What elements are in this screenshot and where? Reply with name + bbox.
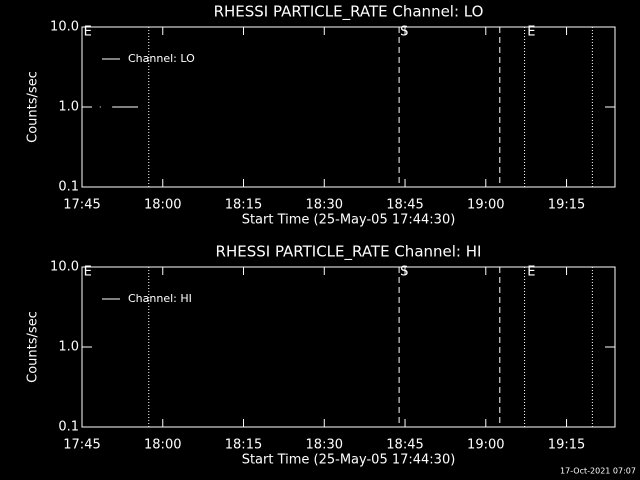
y-axis-label: Counts/sec [26, 71, 41, 143]
annotation: E [84, 25, 92, 40]
x-tick-label: 18:00 [144, 198, 181, 213]
x-tick-label: 18:15 [225, 438, 262, 453]
annotation: S [400, 265, 408, 280]
y-tick-label: 1.0 [58, 100, 79, 115]
x-tick-label: 18:30 [306, 198, 343, 213]
y-tick-label: 1.0 [58, 340, 79, 355]
x-tick-label: 18:15 [225, 198, 262, 213]
annotation: S [400, 25, 408, 40]
chart-title: RHESSI PARTICLE_RATE Channel: LO [214, 3, 484, 22]
x-tick-label: 18:45 [386, 438, 423, 453]
y-tick-label: 0.1 [58, 420, 79, 435]
x-axis-label: Start Time (25-May-05 17:44:30) [242, 453, 456, 468]
x-tick-label: 18:00 [144, 438, 181, 453]
x-tick-label: 18:30 [306, 438, 343, 453]
annotation: E [527, 265, 535, 280]
x-tick-label: 19:00 [467, 438, 504, 453]
y-tick-label: 10.0 [50, 20, 79, 35]
y-axis-label: Counts/sec [26, 311, 41, 383]
annotation: E [527, 25, 535, 40]
legend-label: Channel: LO [128, 52, 195, 65]
annotation: E [84, 265, 92, 280]
x-axis-label: Start Time (25-May-05 17:44:30) [242, 213, 456, 228]
x-tick-label: 18:45 [386, 198, 423, 213]
y-tick-label: 10.0 [50, 260, 79, 275]
footer: 17-Oct-2021 07:07 [560, 467, 636, 476]
legend-label: Channel: HI [128, 292, 192, 305]
x-tick-label: 19:15 [548, 438, 585, 453]
y-tick-label: 0.1 [58, 180, 79, 195]
x-tick-label: 17:45 [63, 198, 100, 213]
chart-title: RHESSI PARTICLE_RATE Channel: HI [216, 243, 482, 262]
x-tick-label: 19:00 [467, 198, 504, 213]
x-tick-label: 17:45 [63, 438, 100, 453]
x-tick-label: 19:15 [548, 198, 585, 213]
